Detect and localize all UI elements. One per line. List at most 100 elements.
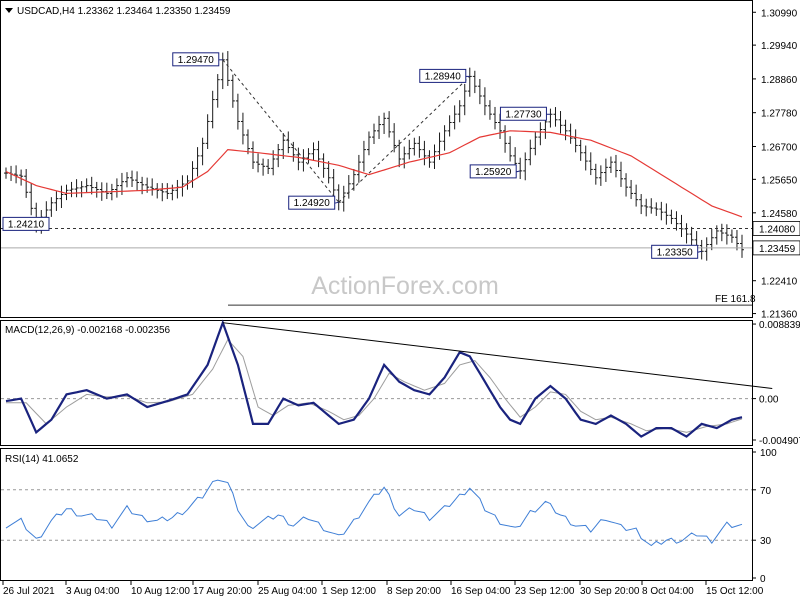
price-bar [412, 137, 417, 156]
price-label-box [499, 106, 547, 121]
price-label-value: 1.24920 [294, 198, 331, 209]
price-bar [261, 158, 266, 176]
macd-axis-label: 0.008839 [759, 320, 800, 331]
price-bar [452, 105, 457, 130]
price-bar [351, 169, 356, 191]
price-bar [230, 74, 235, 108]
price-bar [472, 70, 477, 94]
current-price-badge-box [752, 240, 800, 256]
price-label-box [288, 195, 336, 210]
rsi-axis-label: 0 [760, 574, 766, 585]
price-bar [306, 148, 311, 164]
price-label-value: 1.29470 [178, 55, 215, 66]
current-price-badge-text: 1.23459 [759, 244, 796, 255]
macd-trendline [222, 322, 773, 389]
moving-average-line [5, 130, 743, 218]
price-bar [669, 209, 674, 225]
price-bar [482, 87, 487, 116]
time-axis-label: 30 Sep 20:00 [580, 586, 640, 597]
price-bar [598, 165, 603, 186]
price-bar [709, 228, 714, 251]
rsi-line [5, 479, 743, 547]
price-bar [402, 146, 407, 169]
macd-axis-label: 0.00 [759, 395, 779, 406]
price-bar [492, 106, 497, 130]
rsi-axis-label: 100 [760, 448, 777, 459]
price-bar [639, 194, 644, 215]
price-bar [619, 161, 624, 187]
price-bar [225, 51, 230, 86]
price-bar [593, 163, 598, 185]
price-bar [558, 111, 563, 134]
price-bar [205, 114, 210, 149]
price-bar [407, 139, 412, 160]
price-title: USDCAD,H4 1.23362 1.23464 1.23350 1.2345… [17, 6, 231, 17]
price-bar [689, 226, 694, 246]
price-bar [69, 181, 74, 198]
price-label-value: 1.27730 [505, 109, 542, 120]
price-bar [29, 183, 34, 216]
rsi-panel [0, 448, 753, 581]
price-bar [659, 201, 664, 221]
price-bar [462, 83, 467, 116]
price-bar [467, 67, 472, 97]
time-axis-label: 23 Sep 12:00 [515, 586, 575, 597]
price-bar [210, 90, 215, 129]
price-bar [664, 203, 669, 225]
price-bar [361, 140, 366, 172]
price-bar [573, 129, 578, 153]
price-bar [150, 178, 155, 196]
price-bar [195, 147, 200, 177]
price-bar [538, 122, 543, 146]
price-bar [356, 154, 361, 183]
price-label-value: 1.28940 [425, 71, 462, 82]
price-bar [568, 123, 573, 144]
price-bar [341, 185, 346, 212]
price-axis-label: 1.21360 [761, 310, 798, 321]
price-bar [487, 100, 492, 120]
price-bar [14, 165, 19, 184]
price-axis-label: 1.25650 [761, 175, 798, 186]
price-bar [422, 140, 427, 166]
price-axis-label: 1.24580 [761, 209, 798, 220]
price-bar [729, 229, 734, 243]
price-label-box [2, 216, 50, 231]
price-bar [54, 191, 59, 211]
price-bar [200, 137, 205, 166]
price-bar [649, 198, 654, 214]
price-bar [457, 100, 462, 123]
price-bar [366, 131, 371, 156]
price-bar [135, 171, 140, 191]
price-bar [311, 142, 316, 161]
price-bar [583, 145, 588, 171]
macd-axis-label: -0.004907 [759, 436, 800, 447]
time-axis-label: 8 Sep 20:00 [387, 586, 441, 597]
price-bar [251, 141, 256, 170]
price-bar [331, 169, 336, 197]
symbol-dropdown-icon[interactable] [5, 8, 13, 13]
time-axis-label: 17 Aug 20:00 [193, 586, 252, 597]
price-bar [629, 179, 634, 200]
price-bar [140, 176, 145, 195]
price-bar [734, 230, 739, 251]
rsi-axis-label: 30 [760, 536, 772, 547]
price-axis-label: 1.29940 [761, 41, 798, 52]
price-bar [603, 158, 608, 182]
time-axis-label: 25 Aug 04:00 [258, 586, 317, 597]
price-bar [704, 237, 709, 261]
price-bar [588, 152, 593, 176]
price-bar [49, 197, 54, 217]
price-bar [296, 147, 301, 171]
swing-connector-line [222, 59, 340, 203]
price-bar [740, 234, 744, 258]
price-bar [124, 172, 129, 188]
swing-connector-line [338, 76, 471, 203]
price-bar [644, 198, 649, 217]
level-badge-box [752, 221, 800, 236]
price-bar [518, 157, 523, 180]
time-axis-label: 8 Oct 04:00 [642, 586, 694, 597]
price-bar [256, 153, 261, 173]
macd-title: MACD(12,26,9) -0.002168 -0.002356 [5, 325, 171, 336]
price-label-leader [697, 250, 702, 253]
